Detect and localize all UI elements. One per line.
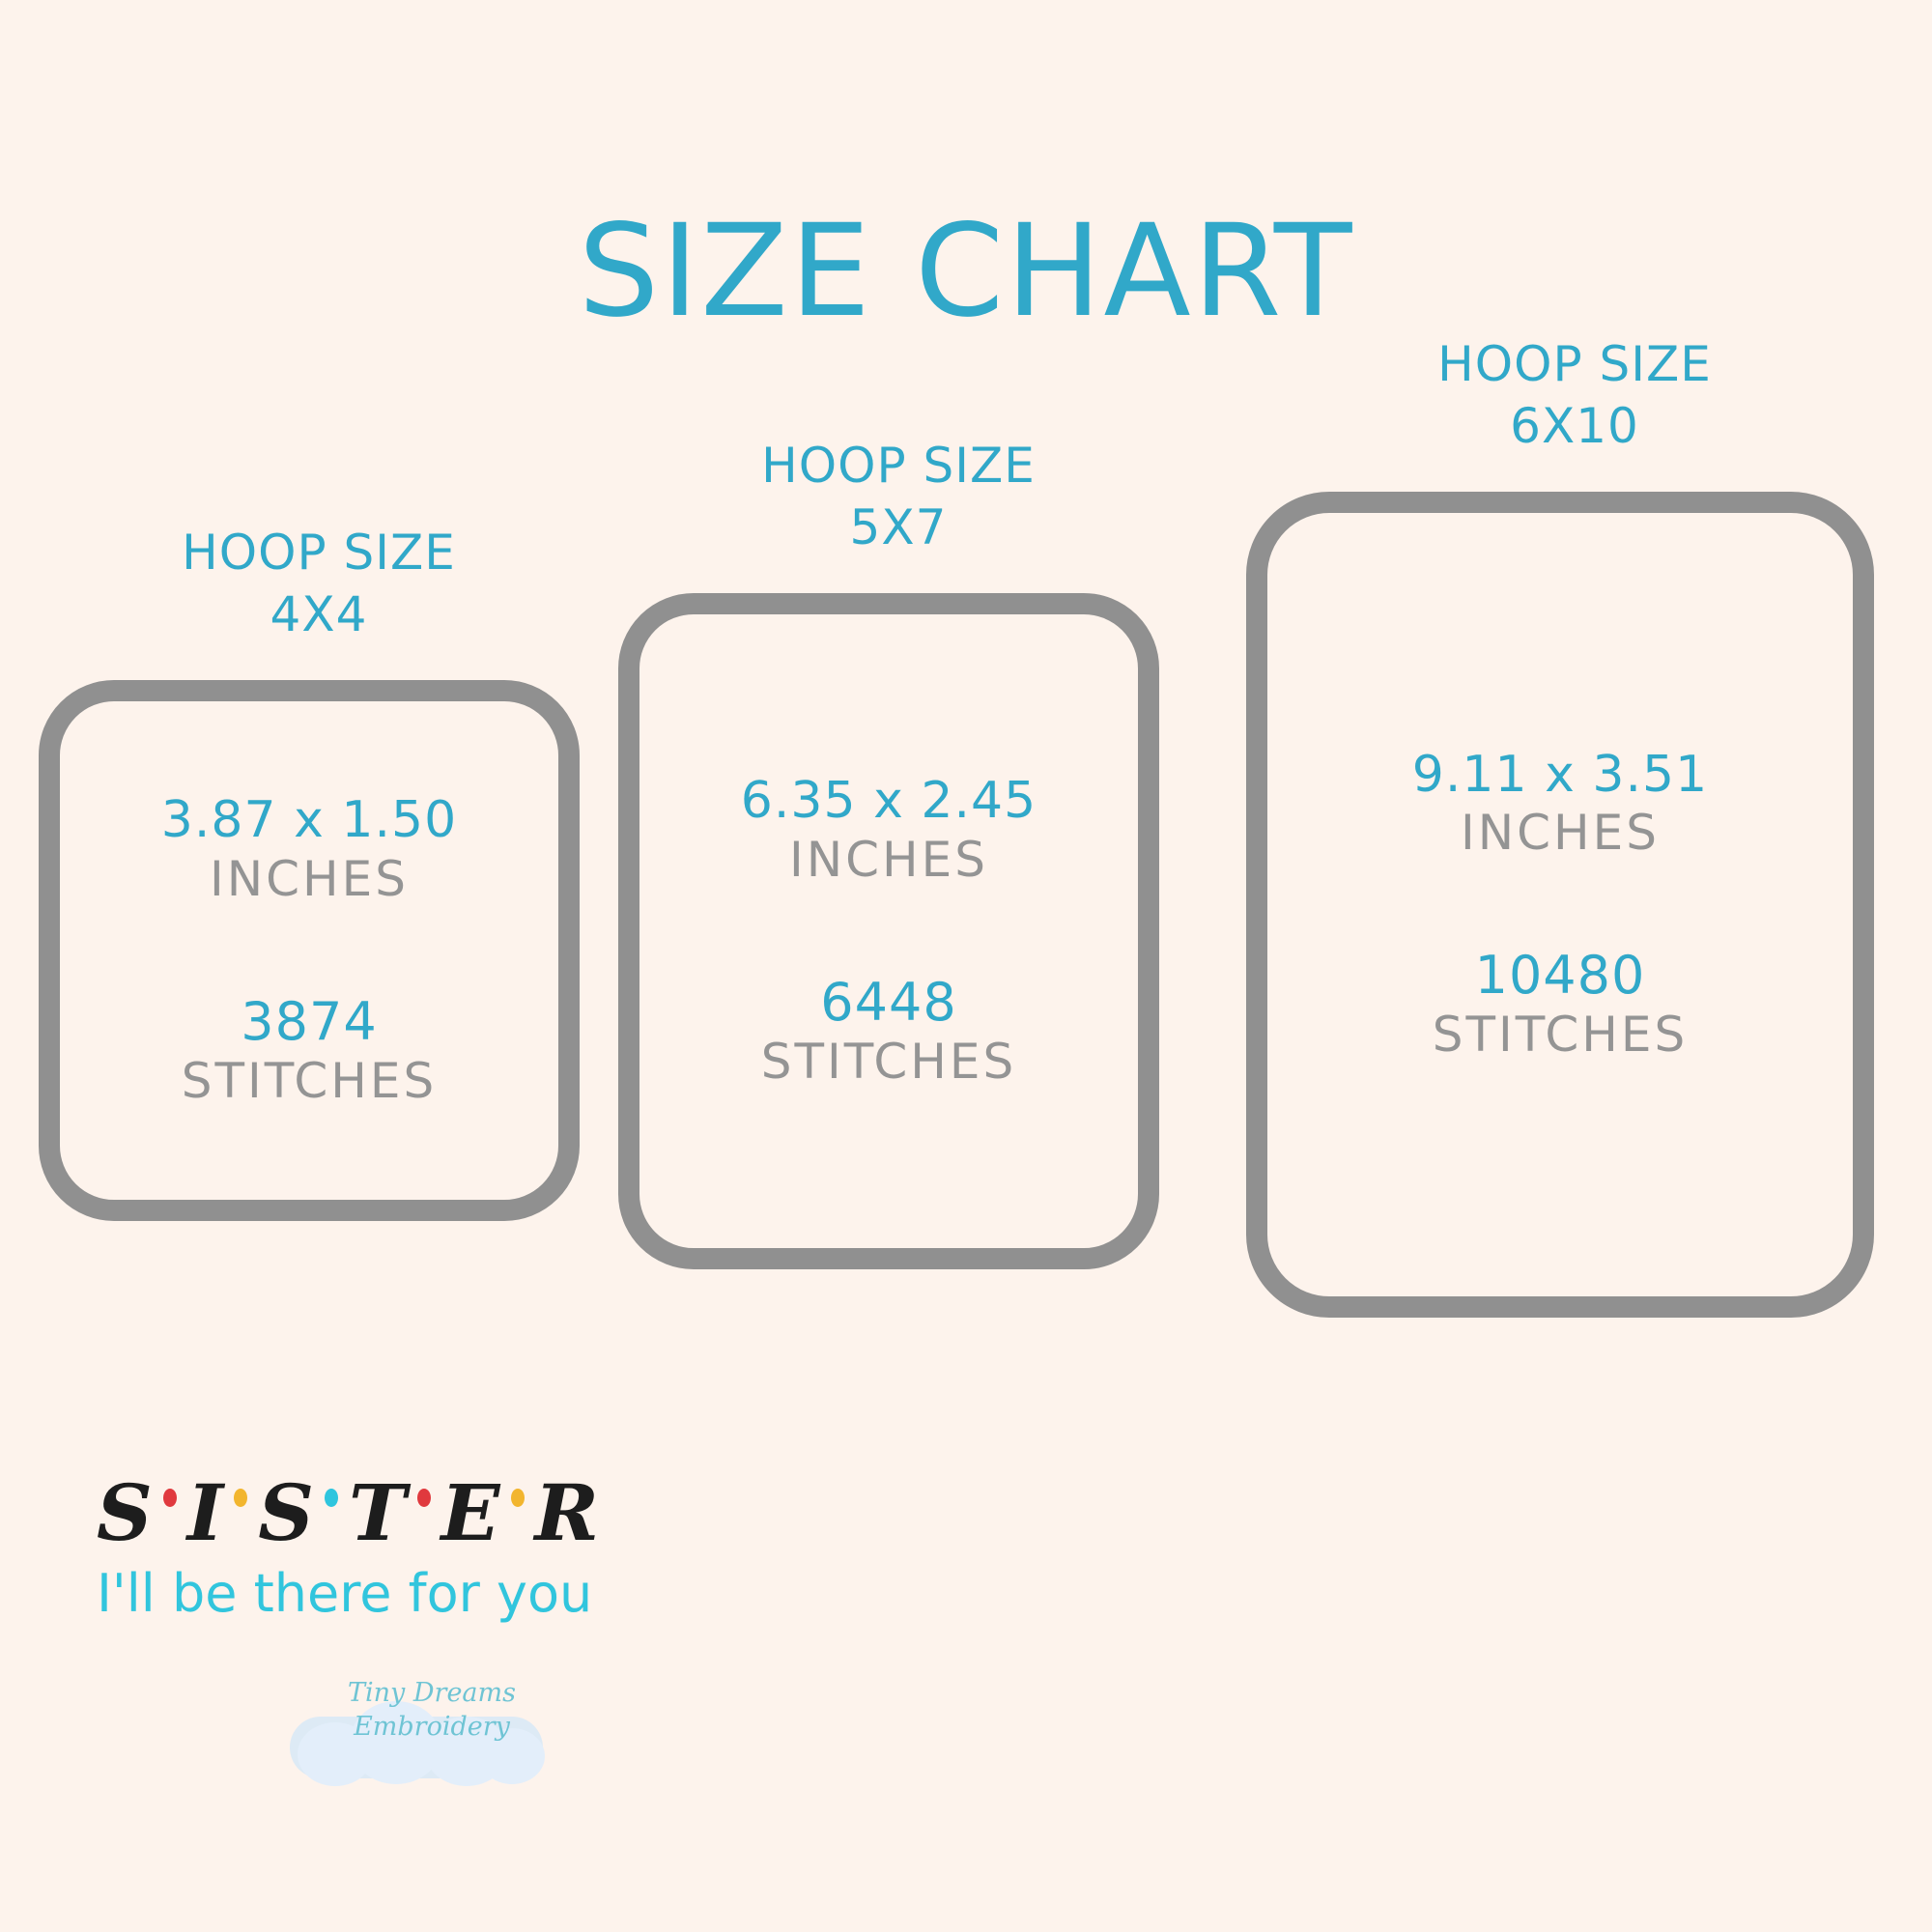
design-dimensions-5x7: 6.35 x 2.45 bbox=[740, 772, 1037, 831]
stitch-label-4x4: STITCHES bbox=[181, 1052, 438, 1109]
watermark-text: Tiny Dreams Embroidery bbox=[348, 1678, 516, 1743]
hoop-label-5x7: HOOP SIZE 5X7 bbox=[761, 438, 1036, 555]
hoop-label-4x4: HOOP SIZE 4X4 bbox=[182, 525, 456, 642]
hoop-column-5x7: HOOP SIZE 5X7 6.35 x 2.45 INCHES 6448 ST… bbox=[618, 435, 1179, 1269]
design-dimensions-6x10: 9.11 x 3.51 bbox=[1411, 745, 1709, 804]
logo-letter: I bbox=[186, 1467, 224, 1558]
logo-dot-icon bbox=[324, 1488, 338, 1507]
logo-letter: R bbox=[534, 1467, 599, 1558]
design-unit-4x4: INCHES bbox=[210, 850, 409, 907]
logo-letter: T bbox=[348, 1467, 407, 1558]
hoop-label-6x10: HOOP SIZE 6X10 bbox=[1437, 336, 1712, 454]
design-unit-6x10: INCHES bbox=[1461, 805, 1660, 862]
logo-tagline: I'll be there for you bbox=[97, 1563, 593, 1624]
stitch-label-6x10: STITCHES bbox=[1432, 1007, 1689, 1064]
page-title: SIZE CHART bbox=[578, 197, 1354, 346]
logo-letter: S bbox=[97, 1467, 153, 1558]
stitch-count-5x7: 6448 bbox=[820, 971, 957, 1033]
design-unit-5x7: INCHES bbox=[789, 831, 988, 888]
hoop-frame-4x4: 3.87 x 1.50 INCHES 3874 STITCHES bbox=[39, 680, 580, 1221]
logo-letter: E bbox=[440, 1467, 500, 1558]
hoop-frame-5x7: 6.35 x 2.45 INCHES 6448 STITCHES bbox=[618, 593, 1159, 1269]
stitch-label-5x7: STITCHES bbox=[760, 1033, 1017, 1090]
logo-dot-icon bbox=[234, 1488, 248, 1507]
hoop-column-4x4: HOOP SIZE 4X4 3.87 x 1.50 INCHES 3874 ST… bbox=[39, 522, 599, 1221]
logo-dot-icon bbox=[162, 1488, 177, 1507]
stitch-count-6x10: 10480 bbox=[1474, 945, 1646, 1007]
stitch-count-4x4: 3874 bbox=[241, 990, 378, 1052]
hoop-column-6x10: HOOP SIZE 6X10 9.11 x 3.51 INCHES 10480 … bbox=[1246, 333, 1903, 1318]
hoop-frame-6x10: 9.11 x 3.51 INCHES 10480 STITCHES bbox=[1246, 492, 1874, 1318]
cloud-watermark: Tiny Dreams Embroidery bbox=[290, 1676, 560, 1792]
logo-letter: S bbox=[258, 1467, 314, 1558]
logo-dot-icon bbox=[416, 1488, 431, 1507]
design-dimensions-4x4: 3.87 x 1.50 bbox=[160, 791, 458, 850]
logo-dot-icon bbox=[510, 1488, 525, 1507]
cloud-puff-icon bbox=[479, 1728, 545, 1784]
